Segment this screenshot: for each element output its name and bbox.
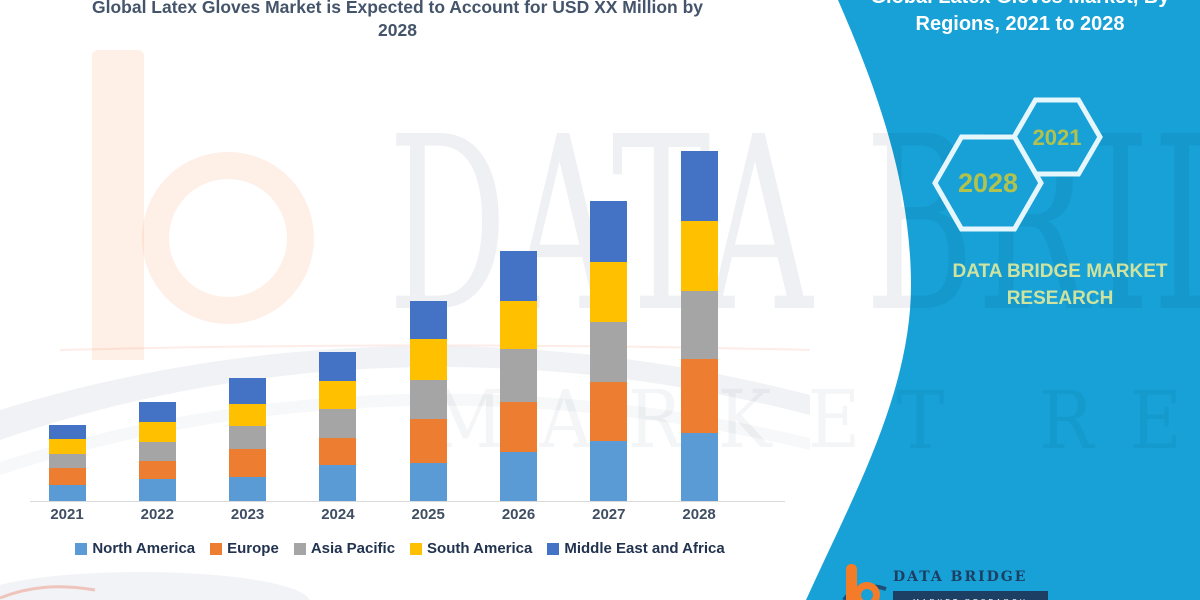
bar-segment (409, 463, 447, 501)
watermark-logo-stem (92, 50, 144, 360)
bar-segment (229, 477, 267, 501)
legend-label: North America (92, 540, 196, 557)
chart-title-line2: 2028 (378, 20, 417, 40)
bar-segment (500, 301, 537, 349)
bar-segment (138, 402, 176, 422)
bar-chart (30, 120, 790, 501)
legend-swatch (293, 542, 306, 555)
hexagon-2028 (932, 134, 1044, 232)
bar-segment (409, 339, 447, 380)
panel-brand-text: DATA BRIDGE MARKET RESEARCH (930, 258, 1190, 312)
bar-segment (138, 461, 176, 479)
x-axis-label: 2023 (230, 506, 265, 523)
bar-segment (590, 322, 628, 382)
legend-swatch (410, 542, 423, 555)
legend-label: Europe (227, 540, 279, 557)
bar-segment (319, 438, 357, 465)
chart-title: Global Latex Gloves Market is Expected t… (0, 0, 795, 42)
legend: North America Europe Asia Pacific South Ame… (10, 540, 790, 557)
bar-segment (500, 402, 537, 452)
footer-logo-b-icon (846, 564, 857, 600)
bar-segment (680, 433, 718, 501)
panel-watermark-text-2: MARKET RESEARCH (430, 373, 1200, 467)
x-axis-label: 2028 (682, 506, 716, 523)
legend-swatch (75, 542, 88, 555)
bar-segment (680, 359, 718, 433)
bar-segment (319, 352, 357, 381)
bar-segment (500, 251, 537, 301)
chart-title-line1: Global Latex Gloves Market is Expected t… (91, 0, 703, 17)
bar-segment (48, 425, 86, 439)
panel-brand-line2: RESEARCH (1006, 288, 1114, 309)
bar-segment (590, 441, 628, 501)
bar-segment (229, 449, 267, 477)
footer-logo-name: DATA BRIDGE (893, 569, 1028, 585)
legend-item: North America (75, 540, 195, 557)
bar-segment (48, 454, 86, 468)
right-panel-background (806, 0, 1200, 600)
panel-brand-line1: DATA BRIDGE MARKET (952, 261, 1168, 282)
x-axis: 2021 2022 2023 2024 2025 2026 2027 2028 (30, 506, 790, 528)
bar-segment (590, 262, 628, 322)
legend-item: Middle East and Africa (547, 540, 725, 557)
bar-segment (409, 380, 447, 419)
bar-segment (500, 349, 537, 402)
panel-heading-line2: Regions, 2021 to 2028 (915, 13, 1125, 35)
bar-segment (319, 465, 357, 501)
bar-segment (680, 291, 718, 359)
swoosh-blob (0, 572, 310, 600)
panel-heading: Global Latex Gloves Market, By Regions, … (850, 0, 1190, 38)
legend-label: South America (427, 540, 533, 557)
bar-segment (138, 442, 176, 461)
hexagon-2021-label: 2021 (1033, 125, 1082, 150)
hexagon-2028-label: 2028 (958, 168, 1018, 198)
bar-segment (590, 201, 628, 262)
bar-segment (680, 221, 718, 291)
swoosh-line (0, 585, 96, 600)
bar-segment (500, 452, 537, 501)
panel-heading-line1: Global Latex Gloves Market, By (850, 0, 1190, 11)
bar-segment (409, 301, 447, 339)
x-axis-label: 2027 (592, 506, 626, 523)
x-axis-label: 2021 (50, 506, 84, 523)
legend-item: Asia Pacific (293, 540, 396, 557)
x-axis-label: 2024 (321, 506, 355, 523)
legend-swatch (547, 542, 560, 555)
legend-label: Middle East and Africa (564, 540, 725, 557)
footer-logo-b-ring (854, 582, 880, 600)
bar-segment (48, 439, 86, 454)
bar-segment (138, 479, 176, 501)
bar-segment (48, 468, 86, 485)
bar-segment (680, 151, 718, 221)
bar-segment (409, 419, 447, 463)
bar-segment (229, 378, 267, 404)
x-axis-label: 2026 (501, 506, 536, 523)
x-axis-label: 2025 (411, 506, 445, 523)
bar-segment (138, 422, 176, 442)
bar-segment (319, 381, 357, 409)
legend-label: Asia Pacific (310, 540, 396, 557)
bar-segment (229, 426, 267, 449)
x-axis-line (30, 501, 785, 502)
legend-swatch (210, 542, 223, 555)
bar-segment (590, 382, 628, 441)
legend-item: South America (410, 540, 532, 557)
bar-segment (319, 409, 357, 438)
footer-logo-tagline-bar: MARKET RESEARCH (893, 591, 1048, 600)
x-axis-label: 2022 (140, 506, 174, 523)
bar-segment (48, 485, 86, 501)
bar-segment (229, 404, 267, 426)
legend-item: Europe (210, 540, 279, 557)
